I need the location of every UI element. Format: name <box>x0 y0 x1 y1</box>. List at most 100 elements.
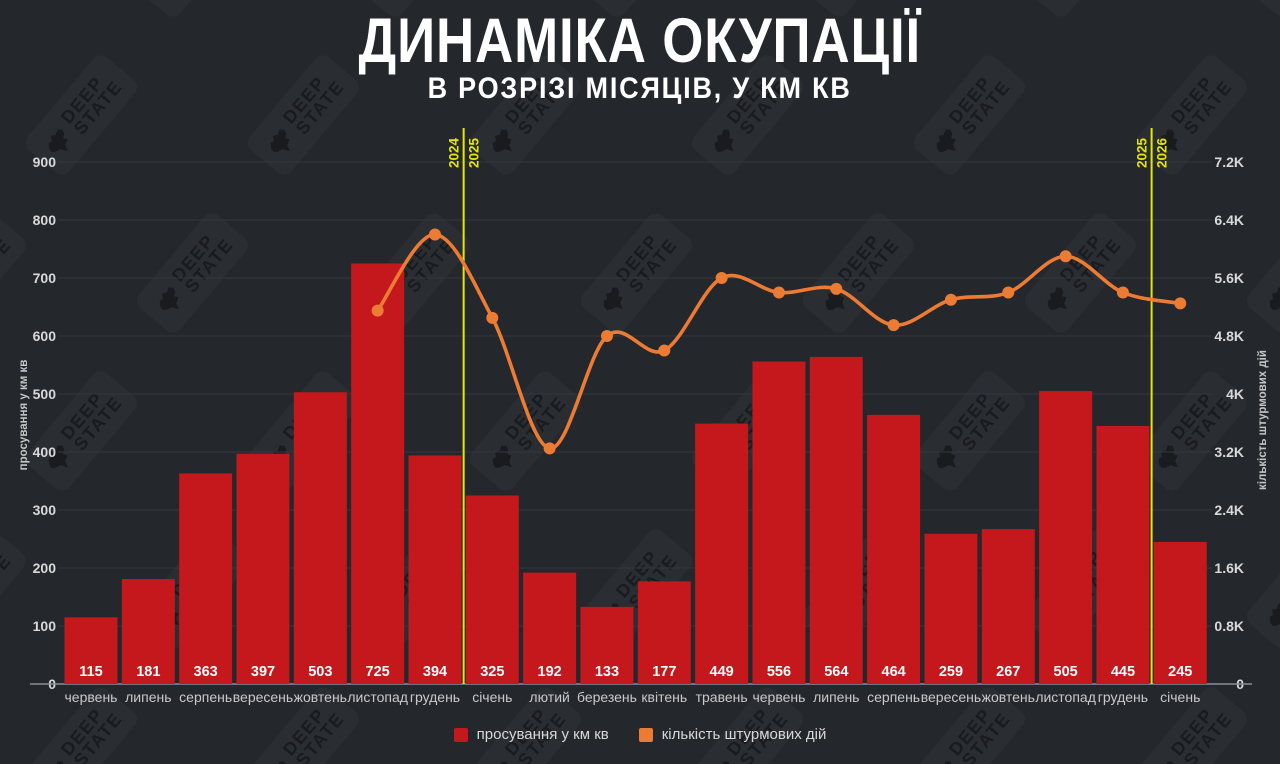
bar <box>809 356 863 684</box>
bar-value-label: 449 <box>710 664 734 680</box>
page-subtitle: В РОЗРІЗІ МІСЯЦІВ, У КМ КВ <box>0 72 1280 106</box>
month-label: березень <box>577 689 637 705</box>
legend-swatch <box>453 727 468 742</box>
month-label: квітень <box>641 689 687 705</box>
year-label: 2026 <box>1155 137 1170 168</box>
left-axis-tick-label: 100 <box>33 618 57 634</box>
bar-value-label: 115 <box>79 664 102 680</box>
line-marker <box>1002 286 1015 299</box>
line-marker <box>1174 297 1187 310</box>
right-axis-tick-label: 6.4K <box>1214 212 1244 228</box>
left-axis-tick-label: 500 <box>33 386 57 402</box>
right-axis-tick-label: 4.8K <box>1214 328 1244 344</box>
right-axis-tick-label: 5.6K <box>1214 270 1244 286</box>
month-label: січень <box>472 689 512 705</box>
right-axis-title: кількість штурмових дій <box>1257 350 1269 490</box>
legend-item-assault-actions: кількість штурмових дій <box>638 726 827 743</box>
bar <box>121 579 175 684</box>
bar-value-label: 397 <box>251 664 275 680</box>
bar <box>236 453 290 684</box>
month-label: вересень <box>233 689 293 705</box>
bar <box>465 495 519 684</box>
bar-value-label: 445 <box>1111 664 1135 680</box>
left-axis-tick-label: 700 <box>33 270 57 286</box>
line-marker <box>944 293 957 306</box>
right-axis-tick-label: 2.4K <box>1214 502 1244 518</box>
legend-swatch <box>638 727 653 742</box>
left-axis-tick-label: 600 <box>33 328 57 344</box>
line-marker <box>658 344 671 357</box>
line-marker <box>371 304 384 317</box>
month-label: серпень <box>179 689 232 705</box>
month-label: грудень <box>410 689 460 705</box>
month-label: травень <box>696 689 748 705</box>
line-marker <box>772 286 785 299</box>
bar-value-label: 267 <box>996 664 1020 680</box>
line-marker <box>887 319 900 332</box>
bar-value-label: 464 <box>882 664 906 680</box>
bar <box>637 581 691 684</box>
year-label: 2025 <box>1135 137 1150 168</box>
bar-value-label: 556 <box>767 664 791 680</box>
chart-legend: просування у км кв кількість штурмових ді… <box>0 726 1280 743</box>
line-marker <box>543 442 556 455</box>
month-label: серпень <box>867 689 920 705</box>
right-axis-tick-label: 1.6K <box>1214 560 1244 576</box>
month-label: листопад <box>1035 689 1096 705</box>
bar <box>408 455 462 684</box>
bar <box>752 361 806 684</box>
legend-label: просування у км кв <box>476 726 609 743</box>
bar-value-label: 503 <box>308 664 332 680</box>
bar-value-label: 725 <box>366 664 390 680</box>
month-label: січень <box>1160 689 1200 705</box>
left-axis-tick-label: 200 <box>33 560 57 576</box>
bar <box>293 392 347 684</box>
bar <box>523 572 577 684</box>
month-label: червень <box>65 689 118 705</box>
month-label: червень <box>752 689 805 705</box>
bar-value-label: 394 <box>423 664 447 680</box>
bar <box>64 617 118 684</box>
line-marker <box>600 330 613 342</box>
month-label: жовтень <box>294 689 347 705</box>
left-axis-tick-label: 800 <box>33 212 57 228</box>
line-marker <box>1116 286 1129 299</box>
bar-value-label: 505 <box>1054 664 1078 680</box>
right-axis-tick-label: 3.2K <box>1214 444 1244 460</box>
bar-value-label: 133 <box>595 664 619 680</box>
left-axis-tick-label: 300 <box>33 502 57 518</box>
page-subtitle-text: В РОЗРІЗІ МІСЯЦІВ, У КМ КВ <box>427 72 853 106</box>
line-marker <box>830 282 843 295</box>
year-label: 2024 <box>447 137 462 168</box>
bar-value-label: 192 <box>538 664 562 680</box>
bar <box>580 606 634 684</box>
month-label: листопад <box>347 689 408 705</box>
bar <box>924 533 978 684</box>
bar <box>981 529 1035 684</box>
bar <box>867 414 921 684</box>
bar-value-label: 181 <box>136 664 160 680</box>
line-marker <box>486 311 499 324</box>
right-axis-tick-label: 4K <box>1226 386 1244 402</box>
bar <box>179 473 233 684</box>
line-marker <box>715 272 728 284</box>
month-label: вересень <box>921 689 981 705</box>
year-label: 2025 <box>467 137 482 168</box>
bar-value-label: 177 <box>652 664 676 680</box>
right-axis-tick-label: 0.8K <box>1214 618 1244 634</box>
legend-item-advance: просування у км кв <box>453 726 609 743</box>
legend-label: кількість штурмових дій <box>661 726 827 743</box>
bar <box>1153 541 1207 684</box>
bar <box>351 263 405 684</box>
bar-value-label: 259 <box>939 664 963 680</box>
bar <box>1096 425 1150 684</box>
month-label: жовтень <box>982 689 1035 705</box>
page-title: ДИНАМІКА ОКУПАЦІЇ <box>358 6 922 76</box>
left-axis-tick-label: 900 <box>33 154 57 170</box>
header: ДИНАМІКА ОКУПАЦІЇ В РОЗРІЗІ МІСЯЦІВ, У К… <box>0 8 1280 106</box>
line-marker <box>428 228 441 241</box>
bar <box>1039 391 1093 684</box>
month-label: грудень <box>1098 689 1148 705</box>
